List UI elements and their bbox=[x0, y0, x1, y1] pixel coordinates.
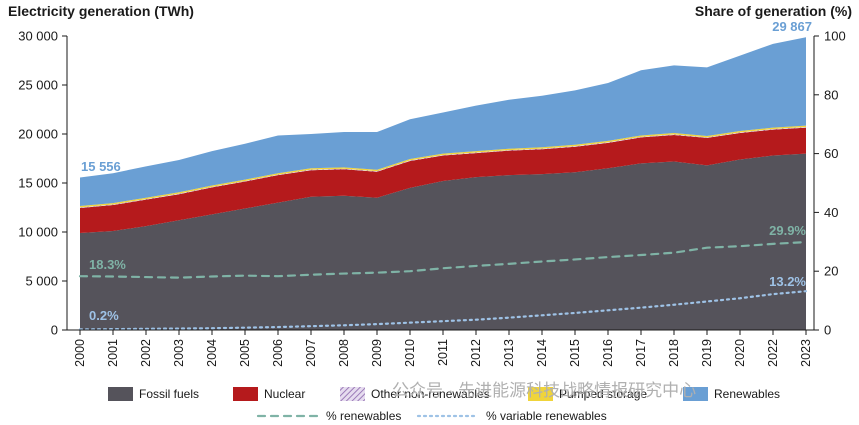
x-tick-label: 2020 bbox=[733, 339, 747, 367]
line-pct-variable-renewables bbox=[78, 290, 808, 331]
legend-swatch-renewables bbox=[683, 387, 708, 401]
annotation-pct-variable-end: 13.2% bbox=[769, 274, 806, 289]
x-tick-label: 2002 bbox=[139, 339, 153, 367]
x-tick-label: 2000 bbox=[73, 339, 87, 367]
legend-label-renewables: Renewables bbox=[714, 387, 780, 401]
x-tick-label: 2003 bbox=[172, 339, 186, 367]
left-tick-label: 20 000 bbox=[18, 127, 58, 142]
right-tick-label: 20 bbox=[824, 264, 838, 279]
legend: Fossil fuels Nuclear Other non-renewables P… bbox=[108, 387, 780, 423]
x-tick-label: 2014 bbox=[535, 339, 549, 367]
left-tick-label: 30 000 bbox=[18, 29, 58, 44]
x-tick-label: 2017 bbox=[634, 339, 648, 367]
right-tick-label: 80 bbox=[824, 87, 838, 102]
legend-label-fossil-fuels: Fossil fuels bbox=[139, 387, 199, 401]
legend-swatch-fossil-fuels bbox=[108, 387, 133, 401]
legend-label-pct-renewables: % renewables bbox=[326, 409, 401, 423]
x-tick-label: 2005 bbox=[238, 339, 252, 367]
annotation-end-total: 29 867 bbox=[772, 19, 812, 34]
area-renewables bbox=[80, 37, 806, 207]
legend-swatch-nuclear bbox=[233, 387, 258, 401]
x-tick-label: 2001 bbox=[106, 339, 120, 367]
x-tick-label: 2010 bbox=[403, 339, 417, 367]
legend-label-other-non-renewables: Other non-renewables bbox=[371, 387, 490, 401]
x-tick-label: 2004 bbox=[205, 339, 219, 367]
left-axis-title: Electricity generation (TWh) bbox=[8, 3, 194, 19]
annotation-pct-variable-start: 0.2% bbox=[89, 308, 119, 323]
x-tick-label: 2009 bbox=[370, 339, 384, 367]
left-tick-label: 15 000 bbox=[18, 176, 58, 191]
legend-swatch-pumped-storage bbox=[528, 387, 553, 401]
line-pct-renewables bbox=[78, 240, 808, 279]
x-tick-label: 2011 bbox=[436, 339, 450, 366]
left-tick-label: 5 000 bbox=[25, 274, 58, 289]
x-tick-label: 2008 bbox=[337, 339, 351, 367]
legend-swatch-other-non-renewables bbox=[340, 387, 365, 401]
x-ticks: 2000 2001 2002 2003 2004 2005 2006 2007 2008 2009… bbox=[73, 330, 813, 367]
x-tick-label: 2018 bbox=[667, 339, 681, 367]
legend-label-nuclear: Nuclear bbox=[264, 387, 305, 401]
x-tick-label: 2007 bbox=[304, 339, 318, 367]
right-tick-label: 0 bbox=[824, 323, 831, 338]
x-tick-label: 2019 bbox=[700, 339, 714, 367]
x-tick-label: 2022 bbox=[766, 339, 780, 367]
right-y-ticks: 0 20 40 60 80 100 bbox=[814, 29, 846, 338]
right-axis-title: Share of generation (%) bbox=[695, 3, 852, 19]
left-tick-label: 10 000 bbox=[18, 225, 58, 240]
legend-label-pumped-storage: Pumped storage bbox=[559, 387, 647, 401]
area-fossil-fuels bbox=[80, 153, 806, 330]
left-tick-label: 25 000 bbox=[18, 78, 58, 93]
annotation-pct-renewables-start: 18.3% bbox=[89, 257, 126, 272]
x-tick-label: 2013 bbox=[502, 339, 516, 367]
area-nuclear bbox=[80, 127, 806, 233]
percentage-lines bbox=[78, 240, 808, 331]
left-y-ticks: 0 5 000 10 000 15 000 20 000 25 000 30 000 bbox=[18, 29, 67, 338]
x-tick-label: 2006 bbox=[271, 339, 285, 367]
annotation-pct-renewables-end: 29.9% bbox=[769, 223, 806, 238]
annotation-start-total: 15 556 bbox=[81, 159, 121, 174]
right-tick-label: 100 bbox=[824, 29, 846, 44]
right-tick-label: 60 bbox=[824, 146, 838, 161]
left-tick-label: 0 bbox=[51, 323, 58, 338]
legend-label-pct-variable-renewables: % variable renewables bbox=[486, 409, 607, 423]
x-tick-label: 2015 bbox=[568, 339, 582, 367]
stacked-areas bbox=[80, 37, 806, 330]
x-tick-label: 2012 bbox=[469, 339, 483, 367]
x-tick-label: 2016 bbox=[601, 339, 615, 367]
watermark-text: 公众号 · 先进能源科技战略情报研究中心 bbox=[392, 381, 696, 400]
x-tick-label: 2023 bbox=[799, 339, 813, 367]
right-tick-label: 40 bbox=[824, 205, 838, 220]
